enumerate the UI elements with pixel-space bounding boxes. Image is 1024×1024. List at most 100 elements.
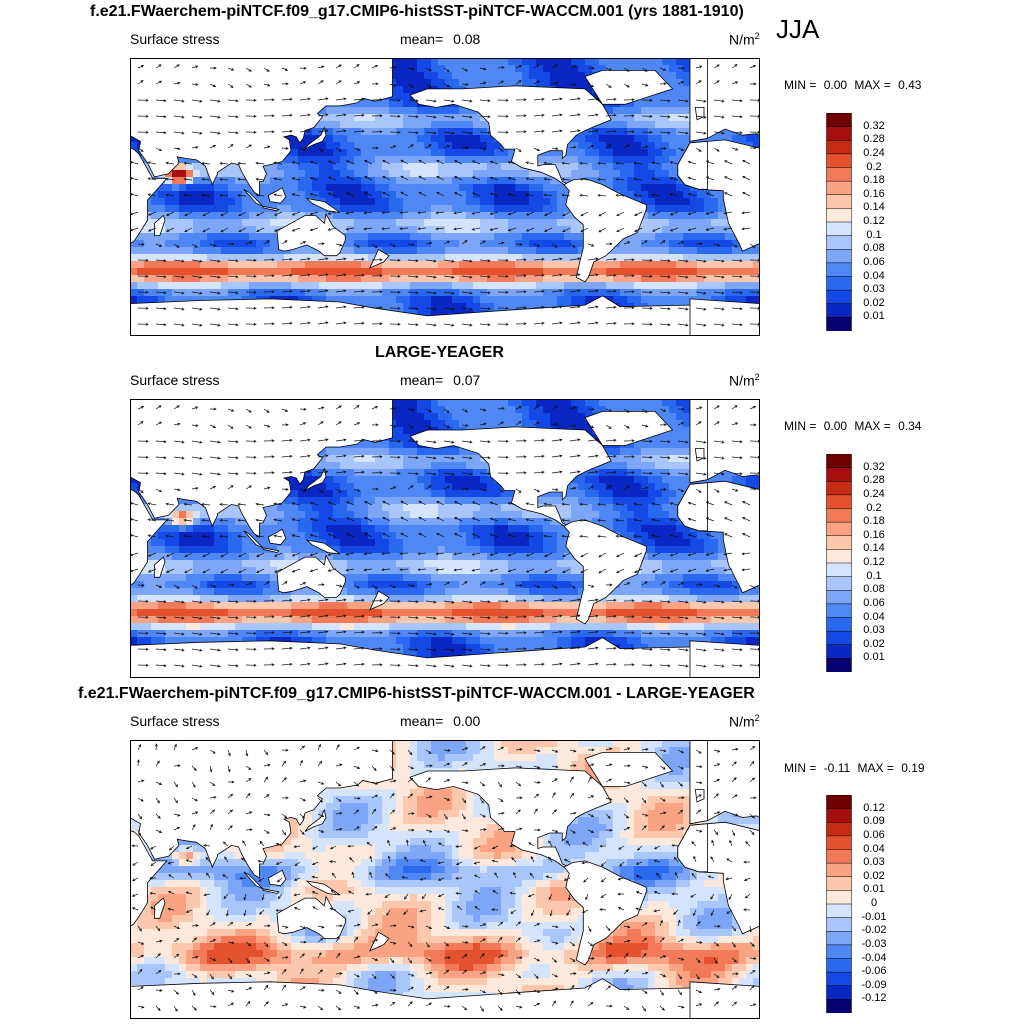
vector-layer [130,64,760,327]
colorbar-swatch [826,153,852,169]
colorbar-tick-label: 0.04 [863,610,885,623]
colorbar-swatch [826,808,852,823]
colorbar-tick-label: 0.06 [863,255,885,268]
continent [130,830,168,927]
colorbar-swatch [826,630,852,646]
colorbar-swatch [826,931,852,946]
panel-1-title: f.e21.FWaerchem-piNTCF.f09_g17.CMIP6-his… [90,3,744,20]
colorbar-swatch [826,795,852,810]
colorbar-swatch [826,958,852,973]
panel-1-colorbar-ticks: 0.32 0.28 0.24 0.2 0.18 0.16 0.14 0.12 0.1 0.08 0.… [856,113,896,331]
continent [368,248,390,269]
colorbar-swatch [826,508,852,523]
max-value: 0.19 [901,761,925,775]
colorbar-tick-label: 0.2 [866,501,882,514]
continent [677,482,708,532]
panel-2-mean: mean= 0.07 [400,372,480,388]
min-value: 0.00 [823,78,848,92]
colorbar-tick-label: 0.32 [863,460,885,473]
continent [262,205,280,212]
colorbar-swatch [826,849,852,864]
continent [563,178,647,283]
colorbar-tick-label: 0.02 [863,869,885,882]
colorbar-tick-label: 0.24 [863,146,885,159]
colorbar-swatch [826,317,852,331]
map-frame [130,740,760,1019]
colorbar-tick-label: 0.18 [863,174,885,187]
colorbar-swatch [826,603,852,619]
colorbar-swatch [826,180,852,196]
land-layer [130,740,760,1019]
continent [267,528,287,546]
colorbar-swatch [826,862,852,878]
colorbar-tick-label: 0.03 [863,856,885,869]
continent [305,197,341,213]
continent [689,740,708,825]
panel-3-variable: Surface stress [130,713,220,729]
season-label: JJA [776,14,820,44]
vector-layer [130,405,760,668]
min-value: 0.00 [823,419,848,433]
colorbar-tick-label: 0.12 [863,556,885,568]
colorbar-tick-label: 0.06 [863,828,885,841]
continent [276,212,346,257]
max-label: MAX = [854,419,891,433]
colorbar-tick-label: 0.06 [863,596,885,609]
colorbar-tick-label: 0.04 [863,842,885,855]
colorbar-tick-label: 0.18 [863,515,885,528]
panel-3-colorbar [826,795,852,1013]
colorbar-tick-label: 0.14 [863,542,885,555]
panel-2-title: LARGE-YEAGER [375,344,504,361]
panel-3-mean: mean= 0.00 [400,713,480,729]
colorbar-tick-label: 0.12 [863,215,885,227]
colorbar-swatch [826,303,852,318]
colorbar-tick-label: 0.02 [863,296,885,309]
colorbar-swatch [826,903,852,919]
colorbar-tick-label: -0.12 [861,992,887,1005]
continent [130,147,168,244]
continent [130,399,393,538]
panel-2-colorbar-ticks: 0.32 0.28 0.24 0.2 0.18 0.16 0.14 0.12 0.1 0.08 0.… [856,454,896,672]
colorbar-swatch [826,140,852,155]
colorbar-swatch [826,208,852,223]
continent [304,808,327,832]
continent [689,58,708,142]
colorbar-swatch [826,289,852,305]
panel-2-units: N/m2 [729,372,760,389]
colorbar-tick-label: 0.16 [863,187,885,200]
colorbar-tick-label: 0.08 [863,242,885,255]
colorbar-tick-label: 0.28 [863,474,885,487]
colorbar-tick-label: 0.24 [863,487,885,500]
colorbar-swatch [826,999,852,1013]
mean-value: 0.07 [453,372,481,388]
continent [584,751,674,787]
panel-1-map [130,58,760,336]
continent [689,399,708,484]
max-value: 0.34 [898,419,922,433]
continent [584,410,674,446]
colorbar-swatch [826,494,852,510]
continent [689,298,760,336]
colorbar-swatch [826,249,852,264]
colorbar-swatch [826,876,852,891]
colorbar-tick-label: 0.01 [863,883,885,896]
continent [689,640,760,678]
units-exponent: 2 [754,31,760,41]
panel-1-variable: Surface stress [130,31,220,47]
colorbar-tick-label: -0.01 [861,910,887,923]
panel-3-units: N/m2 [729,713,760,730]
panel-1-mean: mean= 0.08 [400,31,480,47]
colorbar-tick-label: 0.01 [863,651,885,664]
colorbar-tick-label: 0.14 [863,201,885,214]
colorbar-tick-label: 0.01 [863,310,885,323]
colorbar-tick-label: -0.03 [861,937,887,950]
mean-label: mean= [400,31,444,47]
continent [130,740,393,879]
colorbar-swatch [826,890,852,905]
min-value: -0.11 [823,761,851,775]
panel-3-map [130,740,760,1019]
continent [304,467,327,491]
colorbar-swatch [826,194,852,209]
units-base: N/m [729,713,755,730]
continent [409,426,612,527]
